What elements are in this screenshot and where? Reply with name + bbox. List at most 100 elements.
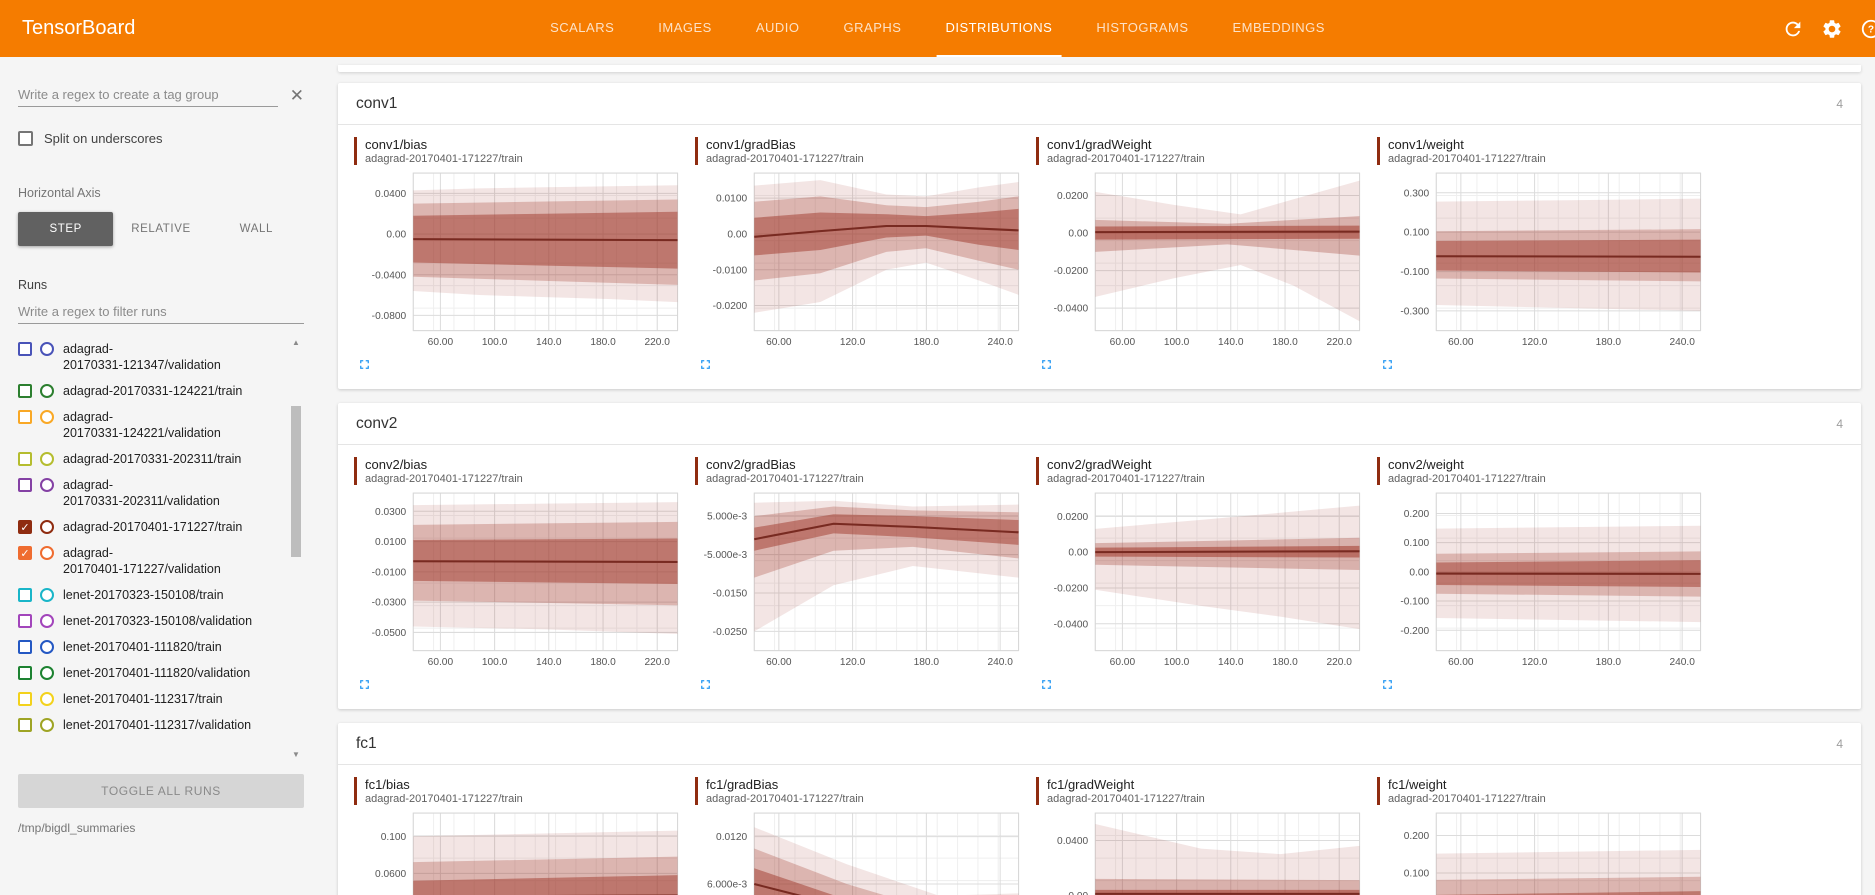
settings-gear-icon[interactable] bbox=[1819, 16, 1845, 42]
run-item[interactable]: adagrad- 20170331-124221/validation bbox=[18, 404, 280, 446]
nav-tab-audio[interactable]: AUDIO bbox=[755, 20, 800, 35]
run-radio[interactable] bbox=[40, 640, 54, 654]
chart-run-label: adagrad-20170401-171227/train bbox=[1388, 473, 1546, 485]
run-checkbox[interactable] bbox=[18, 384, 32, 398]
nav-tab-images[interactable]: IMAGES bbox=[658, 20, 712, 35]
chart-header: conv1/weight adagrad-20170401-171227/tra… bbox=[1377, 137, 1711, 165]
run-checkbox[interactable]: ✓ bbox=[18, 546, 32, 560]
svg-text:0.00: 0.00 bbox=[1409, 567, 1429, 578]
nav-tab-histograms[interactable]: HISTOGRAMS bbox=[1096, 20, 1189, 35]
tag-group-title[interactable]: conv2 bbox=[356, 414, 398, 432]
tag-group-title[interactable]: conv1 bbox=[356, 94, 398, 112]
run-checkbox[interactable] bbox=[18, 410, 32, 424]
refresh-icon[interactable] bbox=[1780, 16, 1806, 42]
run-radio[interactable] bbox=[40, 588, 54, 602]
expand-icon[interactable] bbox=[355, 675, 374, 694]
svg-text:240.0: 240.0 bbox=[987, 657, 1013, 668]
help-icon[interactable]: ? bbox=[1858, 16, 1875, 42]
run-checkbox[interactable] bbox=[18, 342, 32, 356]
chart-title: fc1/weight bbox=[1388, 777, 1447, 792]
split-underscores-option[interactable]: Split on underscores bbox=[18, 131, 304, 146]
run-checkbox[interactable] bbox=[18, 614, 32, 628]
run-radio[interactable] bbox=[40, 718, 54, 732]
svg-text:-0.0200: -0.0200 bbox=[1054, 266, 1089, 277]
run-radio[interactable] bbox=[40, 520, 54, 534]
run-label: adagrad- 20170331-121347/validation bbox=[63, 342, 221, 372]
svg-text:0.100: 0.100 bbox=[1404, 869, 1430, 880]
close-icon[interactable]: ✕ bbox=[289, 85, 304, 105]
nav-tab-graphs[interactable]: GRAPHS bbox=[843, 20, 902, 35]
svg-text:60.00: 60.00 bbox=[428, 657, 454, 668]
run-checkbox[interactable] bbox=[18, 640, 32, 654]
svg-text:-0.0100: -0.0100 bbox=[372, 567, 407, 578]
svg-text:240.0: 240.0 bbox=[1669, 337, 1695, 348]
run-item[interactable]: adagrad- 20170331-202311/validation bbox=[18, 472, 280, 514]
run-item[interactable]: adagrad- 20170331-121347/validation bbox=[18, 336, 280, 378]
expand-icon[interactable] bbox=[1378, 675, 1397, 694]
run-item[interactable]: lenet-20170401-111820/validation bbox=[18, 660, 280, 686]
run-checkbox[interactable] bbox=[18, 478, 32, 492]
run-checkbox[interactable] bbox=[18, 452, 32, 466]
nav-tab-embeddings[interactable]: EMBEDDINGS bbox=[1232, 20, 1325, 35]
scroll-up-icon[interactable]: ▲ bbox=[292, 336, 300, 350]
scrollbar-track[interactable] bbox=[291, 350, 301, 748]
expand-icon[interactable] bbox=[1037, 675, 1056, 694]
axis-mode-relative[interactable]: RELATIVE bbox=[113, 212, 208, 246]
runs-filter-input[interactable] bbox=[18, 300, 304, 324]
run-item[interactable]: lenet-20170323-150108/train bbox=[18, 582, 280, 608]
run-radio[interactable] bbox=[40, 546, 54, 560]
horizontal-axis-buttons: STEP RELATIVE WALL bbox=[18, 212, 304, 246]
axis-mode-wall[interactable]: WALL bbox=[209, 212, 304, 246]
distribution-plot: 60.00 100.0 140.0 180.0 220.0 0.0400 0.00 -0.04… bbox=[372, 172, 679, 348]
nav-tab-scalars[interactable]: SCALARS bbox=[550, 20, 615, 35]
expand-icon[interactable] bbox=[1378, 355, 1397, 374]
run-item[interactable]: lenet-20170401-112317/validation bbox=[18, 712, 280, 738]
run-radio[interactable] bbox=[40, 384, 54, 398]
chart-run-label: adagrad-20170401-171227/train bbox=[706, 153, 864, 165]
run-checkbox[interactable] bbox=[18, 666, 32, 680]
run-radio[interactable] bbox=[40, 478, 54, 492]
run-checkbox[interactable] bbox=[18, 588, 32, 602]
run-radio[interactable] bbox=[40, 666, 54, 680]
run-item[interactable]: lenet-20170401-111820/train bbox=[18, 634, 280, 660]
svg-text:0.00: 0.00 bbox=[1068, 891, 1088, 895]
tag-group-title[interactable]: fc1 bbox=[356, 734, 377, 752]
svg-text:180.0: 180.0 bbox=[1596, 657, 1622, 668]
svg-text:-0.0400: -0.0400 bbox=[1054, 304, 1089, 315]
expand-icon[interactable] bbox=[1037, 355, 1056, 374]
axis-mode-step[interactable]: STEP bbox=[18, 212, 114, 246]
expand-icon[interactable] bbox=[696, 675, 715, 694]
split-underscores-checkbox[interactable] bbox=[18, 131, 33, 146]
run-checkbox[interactable]: ✓ bbox=[18, 520, 32, 534]
run-radio[interactable] bbox=[40, 452, 54, 466]
run-radio[interactable] bbox=[40, 410, 54, 424]
svg-text:-0.200: -0.200 bbox=[1400, 626, 1429, 637]
run-item[interactable]: adagrad-20170331-202311/train bbox=[18, 446, 280, 472]
nav-tab-distributions[interactable]: DISTRIBUTIONS bbox=[936, 0, 1062, 57]
tag-filter-input[interactable] bbox=[18, 83, 278, 107]
toggle-all-runs-button[interactable]: TOGGLE ALL RUNS bbox=[18, 774, 304, 808]
chart-title: conv1/gradWeight bbox=[1047, 137, 1152, 152]
distribution-plot: 60.00 100.0 140.0 180.0 220.0 0.0300 0.0100 -0.… bbox=[372, 492, 679, 668]
svg-text:0.0120: 0.0120 bbox=[716, 832, 747, 843]
scroll-down-icon[interactable]: ▼ bbox=[292, 748, 300, 762]
expand-icon[interactable] bbox=[696, 355, 715, 374]
expand-icon[interactable] bbox=[355, 355, 374, 374]
scrollbar-thumb[interactable] bbox=[291, 405, 301, 557]
run-item[interactable]: lenet-20170323-150108/validation bbox=[18, 608, 280, 634]
run-item[interactable]: ✓ adagrad-20170401-171227/train bbox=[18, 514, 280, 540]
run-item[interactable]: lenet-20170401-112317/train bbox=[18, 686, 280, 712]
svg-text:0.0300: 0.0300 bbox=[375, 507, 406, 518]
split-underscores-label: Split on underscores bbox=[44, 131, 163, 146]
svg-text:0.100: 0.100 bbox=[1404, 228, 1430, 239]
run-checkbox[interactable] bbox=[18, 692, 32, 706]
run-label: lenet-20170323-150108/train bbox=[63, 588, 224, 602]
run-radio[interactable] bbox=[40, 692, 54, 706]
run-item[interactable]: adagrad-20170331-124221/train bbox=[18, 378, 280, 404]
run-item[interactable]: ✓ adagrad- 20170401-171227/validation bbox=[18, 540, 280, 582]
run-radio[interactable] bbox=[40, 342, 54, 356]
chart-header: conv1/gradBias adagrad-20170401-171227/t… bbox=[695, 137, 1029, 165]
run-radio[interactable] bbox=[40, 614, 54, 628]
svg-text:?: ? bbox=[1868, 24, 1874, 35]
run-checkbox[interactable] bbox=[18, 718, 32, 732]
